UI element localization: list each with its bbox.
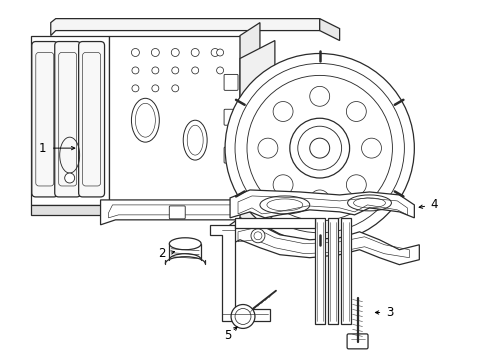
Polygon shape <box>314 218 324 324</box>
Circle shape <box>242 122 258 138</box>
Circle shape <box>224 54 413 243</box>
Circle shape <box>309 86 329 106</box>
Circle shape <box>230 305 254 328</box>
Polygon shape <box>31 36 108 205</box>
Polygon shape <box>108 36 240 205</box>
Polygon shape <box>319 19 339 41</box>
FancyBboxPatch shape <box>224 147 238 163</box>
Circle shape <box>191 67 198 74</box>
Text: 2: 2 <box>158 247 166 260</box>
Circle shape <box>361 138 381 158</box>
FancyBboxPatch shape <box>346 334 367 349</box>
Polygon shape <box>229 190 413 218</box>
Circle shape <box>211 49 219 57</box>
FancyBboxPatch shape <box>32 41 58 197</box>
Circle shape <box>273 102 292 121</box>
Circle shape <box>216 49 223 56</box>
Polygon shape <box>31 205 108 215</box>
Circle shape <box>250 229 264 243</box>
Polygon shape <box>101 200 269 225</box>
Polygon shape <box>340 218 350 324</box>
Circle shape <box>132 67 139 74</box>
Text: 3: 3 <box>385 306 392 319</box>
Circle shape <box>151 49 159 57</box>
Polygon shape <box>240 23 260 205</box>
Text: 1: 1 <box>39 141 46 155</box>
Polygon shape <box>229 218 419 265</box>
Circle shape <box>258 138 277 158</box>
FancyBboxPatch shape <box>55 41 81 197</box>
FancyBboxPatch shape <box>79 41 104 197</box>
FancyBboxPatch shape <box>169 206 185 219</box>
Circle shape <box>346 175 366 195</box>
Circle shape <box>309 190 329 210</box>
Circle shape <box>171 67 179 74</box>
FancyBboxPatch shape <box>224 75 238 90</box>
Text: 4: 4 <box>429 198 437 211</box>
FancyBboxPatch shape <box>224 109 238 125</box>
Circle shape <box>152 67 159 74</box>
Circle shape <box>346 102 366 121</box>
Circle shape <box>131 49 139 57</box>
Circle shape <box>152 85 159 92</box>
Circle shape <box>216 67 223 74</box>
Circle shape <box>171 49 179 57</box>
Polygon shape <box>327 218 337 324</box>
Text: 5: 5 <box>224 329 231 342</box>
Circle shape <box>132 85 139 92</box>
Circle shape <box>191 49 199 57</box>
Circle shape <box>273 175 292 195</box>
Circle shape <box>64 173 75 183</box>
Polygon shape <box>240 41 274 235</box>
Circle shape <box>253 232 262 240</box>
Circle shape <box>171 85 179 92</box>
Circle shape <box>309 138 329 158</box>
Polygon shape <box>235 218 314 228</box>
Polygon shape <box>51 19 319 36</box>
Polygon shape <box>210 225 269 321</box>
Circle shape <box>289 118 349 178</box>
Circle shape <box>245 126 253 134</box>
